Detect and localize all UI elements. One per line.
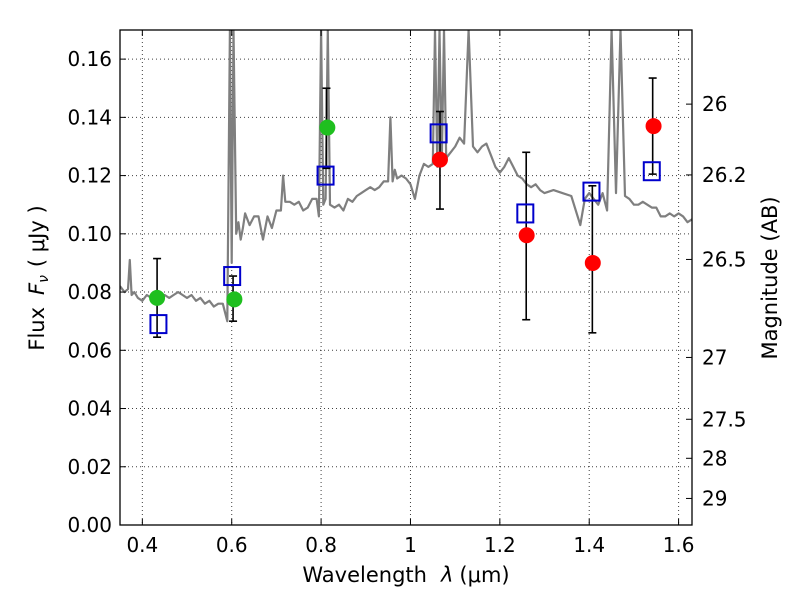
green-dot-marker	[226, 291, 243, 308]
y-tick-label: 0.12	[67, 164, 112, 188]
x-axis-label-text: Wavelength	[302, 563, 427, 587]
y-axis-label: Flux Fν ( μJy )	[25, 205, 52, 350]
x-axis-label-unit: (μm)	[459, 563, 509, 587]
red-dot-marker	[518, 227, 535, 244]
x-tick-label: 1	[404, 533, 417, 557]
green-dot-marker	[319, 119, 336, 136]
x-axis-label: Wavelength λ (μm)	[302, 563, 509, 587]
red-dot-marker	[645, 118, 662, 135]
y-tick-label: 0.14	[67, 105, 112, 129]
marker-layer	[149, 118, 662, 335]
blue-square-marker	[429, 123, 448, 144]
y2-tick-label: 26	[702, 92, 727, 116]
y-tick-label: 0.16	[67, 47, 112, 71]
y2-tick-label: 26.2	[702, 163, 747, 187]
blue-square-marker	[316, 165, 335, 186]
green-dot-marker	[149, 289, 166, 306]
x-tick-label: 1.4	[573, 533, 605, 557]
blue-square-marker	[516, 203, 535, 224]
red-dot-marker	[431, 151, 448, 168]
y-tick-label: 0.02	[67, 455, 112, 479]
y-tick-label: 0.10	[67, 222, 112, 246]
x-tick-label: 0.4	[126, 533, 158, 557]
blue-square-marker	[223, 266, 242, 287]
y-tick-label: 0.00	[67, 513, 112, 537]
model-spectrum-line	[120, 30, 692, 323]
y2-tick-label: 29	[702, 486, 727, 510]
y-axis-label-text: Flux	[25, 307, 49, 351]
y-tick-label: 0.04	[67, 397, 112, 421]
model-spectrum-layer	[120, 30, 692, 323]
blue-square-marker	[149, 314, 168, 335]
x-tick-label: 0.8	[305, 533, 337, 557]
plot-frame	[119, 29, 693, 526]
y-axis-label-symbol-sub: ν	[36, 275, 52, 283]
tick-layer: 0.4 0.6 0.8 1 1.2 1.4 1.6 0.00 0.02 0.04 0.06 0.08 0…	[67, 30, 747, 557]
y2-tick-label: 26.5	[702, 247, 747, 271]
x-tick-label: 1.2	[484, 533, 516, 557]
x-tick-label: 1.6	[663, 533, 695, 557]
red-dot-marker	[584, 254, 601, 271]
y-tick-label: 0.08	[67, 280, 112, 304]
x-tick-label: 0.6	[216, 533, 248, 557]
blue-square-marker	[582, 181, 601, 202]
y2-tick-label: 28	[702, 446, 727, 470]
grid-lines	[120, 30, 692, 526]
y2-tick-label: 27	[702, 345, 727, 369]
y2-tick-label: 27.5	[702, 407, 747, 431]
blue-square-marker	[642, 161, 661, 182]
y-axis-label-unit: ( μJy )	[25, 205, 49, 267]
y-tick-label: 0.06	[67, 338, 112, 362]
y-axis-label-symbol: F	[25, 282, 49, 295]
error-bar-layer	[153, 77, 657, 338]
x-axis-label-symbol: λ	[440, 563, 453, 587]
y2-axis-label: Magnitude (AB)	[758, 196, 782, 359]
